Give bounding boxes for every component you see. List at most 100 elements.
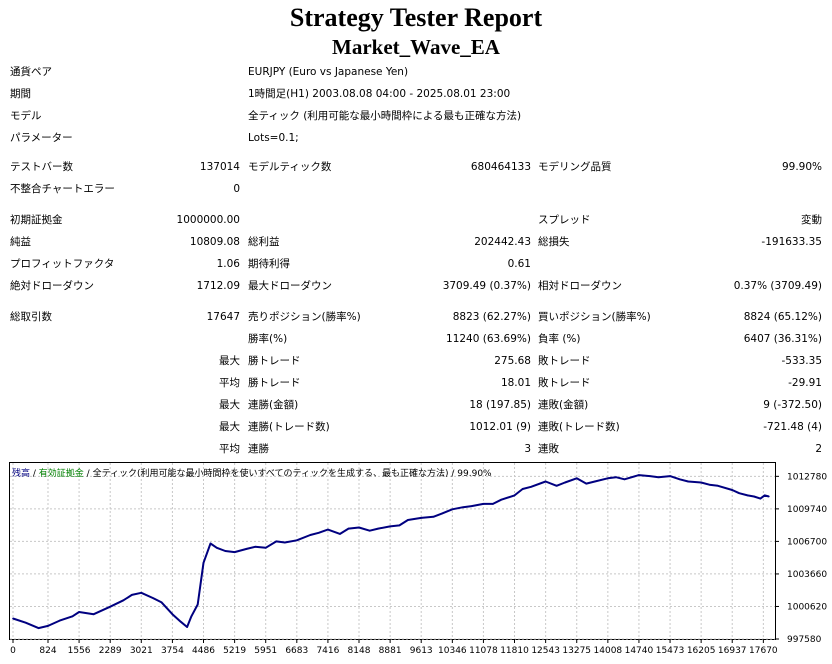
largest-win-label: 勝トレード [248,355,301,367]
balance-point [202,562,205,564]
balance-point [521,488,524,490]
balance-point [358,526,360,529]
legend-equity: 有効証拠金 [38,469,84,479]
report-title: Strategy Tester Report [289,3,543,32]
x-tick-label: 13275 [562,646,591,656]
legend-separator: / [30,469,39,479]
short-positions-value: 8823 (62.27%) [452,311,531,323]
balance-point [669,475,671,477]
y-tick-label: 1003660 [787,570,827,580]
balance-point [92,613,95,615]
win-rate-label: 勝率(%) [248,333,288,345]
profit-factor-value: 1.06 [216,258,240,270]
max-consecutive-losses-label: 連敗(金額) [538,399,589,411]
ticks-value: 680464133 [470,161,531,173]
y-tick-label: 1006700 [787,537,827,547]
x-tick-label: 5951 [254,646,277,656]
balance-point [295,539,298,542]
legend-model: 全ティック(利用可能な最小時間枠を使いすべてのティックを生成する、最も正確な方法… [92,469,449,479]
max-consecutive-count-label: 最大 [219,421,240,433]
x-tick-label: 3754 [161,646,184,656]
total-trades-value: 17647 [206,311,240,323]
avg-win-label: 勝トレード [248,377,301,389]
balance-point [407,519,409,521]
long-positions-value: 8824 (65.12%) [743,311,822,323]
largest-win-value: 275.68 [494,355,531,367]
balance-point [492,503,494,505]
legend-separator: / [83,469,93,479]
symbol-value: EURJPY (Euro vs Japanese Yen) [248,66,409,78]
balance-point [339,533,341,535]
balance-point [347,527,350,530]
max-consecutive-profit-label: 連勝(トレード数) [248,421,330,433]
balance-point [398,524,401,527]
y-tick-label: 1000620 [787,602,827,612]
x-tick-label: 17670 [749,646,778,656]
balance-point [264,547,267,549]
win-rate-value: 11240 (63.69%) [446,333,531,345]
balance-point [58,619,61,622]
parameters-value: Lots=0.1; [248,132,299,144]
balance-point [759,497,762,500]
balance-point [530,486,532,488]
total-trades-label: 総取引数 [10,311,52,323]
balance-point [12,617,14,620]
balance-point [575,477,578,480]
balance-point [607,477,609,480]
balance-point [441,512,443,515]
balance-point [738,492,740,495]
balance-point [717,484,719,487]
x-tick-label: 7416 [316,646,339,656]
balance-point [209,542,212,545]
balance-series-line [12,474,770,630]
deposit-label: 初期証拠金 [10,214,63,226]
balance-point [768,495,770,498]
balance-point [109,605,112,608]
balance-point [564,481,566,484]
x-tick-label: 8881 [379,646,402,656]
x-tick-label: 14740 [625,646,654,656]
balance-point [47,625,49,627]
balance-point [638,474,640,476]
balance-point [283,541,286,544]
max-consecutive-profit-value: 1012.01 (9) [469,421,531,433]
long-positions-label: 買いポジション(勝率%) [538,311,651,323]
balance-point [254,545,256,548]
balance-point [196,603,199,606]
balance-point [309,534,312,536]
balance-point [500,498,503,501]
profit-factor-label: プロフィットファクタ [10,258,115,270]
avg-consecutive-label: 平均 [219,443,240,455]
balance-point [160,601,163,604]
mismatch-label: 不整合チャートエラー [10,183,115,195]
balance-point [482,503,485,505]
balance-point [470,505,473,507]
balance-point [216,547,218,549]
period-label: 期間 [10,88,31,100]
x-tick-label: 9613 [410,646,433,656]
x-tick-label: 16937 [718,646,747,656]
gross-profit-value: 202442.43 [474,236,531,248]
deposit-value: 1000000.00 [176,214,240,226]
balance-point [585,482,588,485]
balance-point [317,532,320,534]
max-drawdown-value: 3709.49 (0.37%) [442,280,531,292]
avg-consecutive-wins-value: 3 [524,443,531,455]
ticks-label: モデルティック数 [248,161,332,173]
quality-value: 99.90% [781,161,822,173]
parameters-label: パラメーター [10,132,73,144]
balance-chart-svg: 997580 1000620 1003660 1006700 1009740 101278… [9,462,827,656]
chart-frame [9,462,776,640]
x-tick-label: 10346 [438,646,467,656]
abs-drawdown-value: 1712.09 [196,280,240,292]
model-value: 全ティック (利用可能な最小時間枠による最も正確な方法) [248,110,522,122]
loss-rate-value: 6407 (36.31%) [743,333,822,345]
balance-point [731,489,734,491]
avg-consecutive-losses-value: 2 [815,443,822,455]
avg-win-value: 18.01 [500,377,531,389]
balance-chart: 997580 1000620 1003660 1006700 1009740 101278… [9,462,827,660]
balance-point [233,551,236,553]
balance-point [377,527,379,530]
balance-point [700,481,702,484]
spread-value: 変動 [801,214,822,226]
